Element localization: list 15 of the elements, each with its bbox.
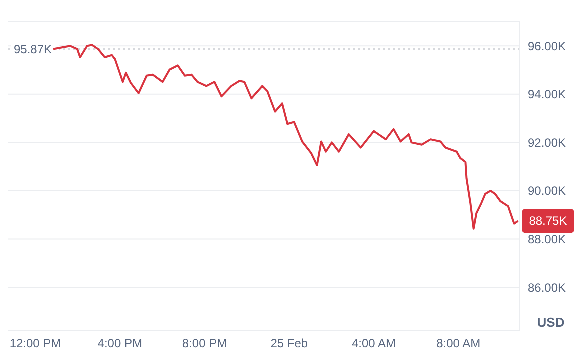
y-tick-label: 88.00K xyxy=(528,232,566,247)
x-tick-label: 8:00 PM xyxy=(182,336,228,351)
x-tick-label: 4:00 PM xyxy=(98,336,142,351)
y-tick-label: 86.00K xyxy=(528,280,566,295)
y-tick-label: 94.00K xyxy=(528,88,566,102)
x-tick-label: 4:00 AM xyxy=(352,336,396,351)
y-axis-title: USD xyxy=(537,315,565,330)
y-tick-label: 96.00K xyxy=(528,39,566,54)
x-tick-label: 25 Feb xyxy=(270,336,308,351)
ref-line-label: 95.87K xyxy=(14,42,52,56)
y-tick-label: 92.00K xyxy=(528,136,566,150)
annotation: 88.75K xyxy=(529,214,568,228)
x-tick-label: 12:00 PM xyxy=(10,336,62,351)
y-tick-label: 90.00K xyxy=(528,184,566,198)
x-tick-label: 8:00 AM xyxy=(436,336,481,351)
